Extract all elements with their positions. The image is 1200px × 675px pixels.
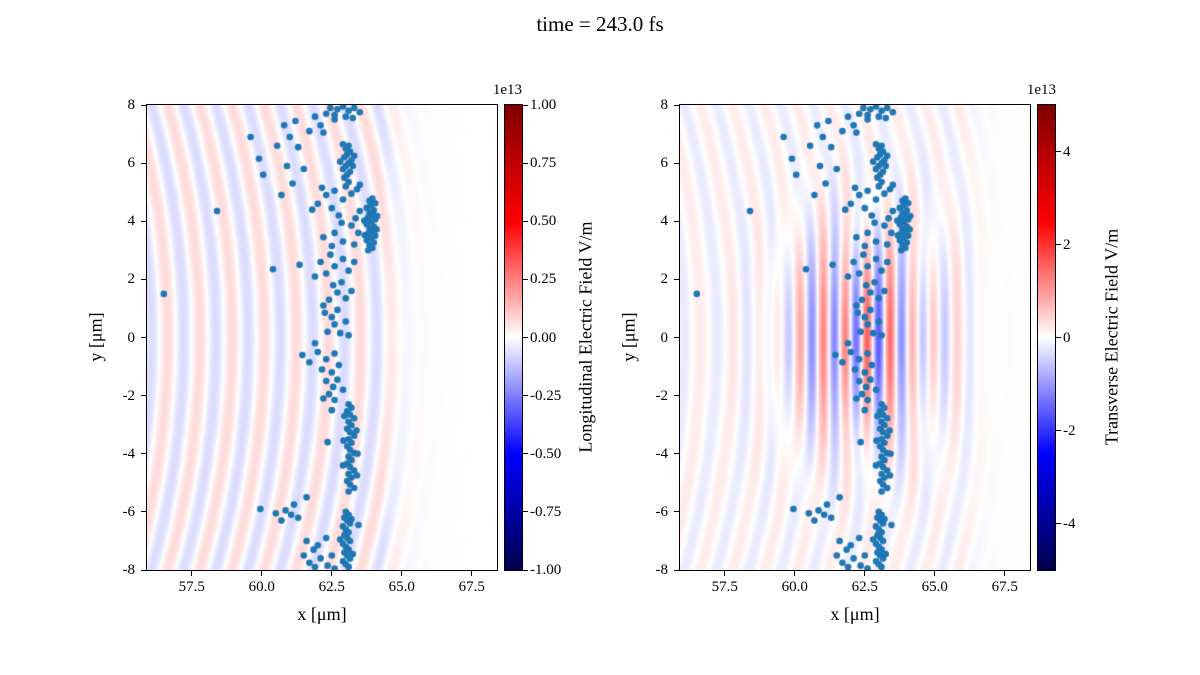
x-tick-label: 60.0 [248, 579, 275, 595]
axes-longitudinal [146, 104, 498, 571]
y-tick-mark [141, 337, 146, 338]
y-tick-label: -6 [655, 503, 669, 520]
longitudinal-heatmap-canvas [147, 105, 497, 570]
x-tick-mark [191, 571, 193, 576]
colorbar-tick-mark [1056, 430, 1061, 431]
colorbar-tick-mark [523, 511, 528, 513]
y-tick-mark [674, 511, 679, 513]
x-tick-mark [794, 571, 796, 576]
y-tick-label: 0 [127, 329, 136, 346]
x-tick-mark [261, 571, 263, 576]
y-tick-label: -6 [122, 503, 136, 520]
colorbar-tick-label: 4 [1063, 143, 1071, 160]
colorbar-longitudinal [504, 104, 523, 571]
x-tick-mark [401, 571, 403, 576]
y-tick-label: -8 [655, 562, 669, 578]
y-tick-mark [674, 569, 679, 571]
y-tick-label: 0 [660, 329, 669, 346]
x-tick-mark [724, 571, 726, 576]
y-tick-label: -8 [122, 562, 136, 578]
y-tick-label: 4 [660, 213, 669, 230]
y-tick-mark [141, 162, 146, 164]
x-tick-mark [1004, 571, 1006, 576]
y-tick-label: -4 [655, 445, 669, 462]
colorbar-tick-mark [523, 395, 528, 397]
colorbar-tick-mark [1056, 151, 1061, 152]
x-tick-label: 65.0 [388, 579, 415, 595]
x-tick-mark [331, 571, 333, 576]
colorbar-tick-label: -0.25 [530, 387, 562, 404]
colorbar-tick-label: 0.25 [530, 271, 557, 288]
y-tick-label: 2 [127, 271, 136, 288]
colorbar-tick-label: -2 [1063, 422, 1076, 439]
colorbar-tick-mark [523, 453, 528, 455]
y-tick-mark [674, 162, 679, 164]
y-tick-label: 4 [127, 213, 136, 230]
colorbar-tick-label: -0.75 [530, 503, 562, 520]
x-axis-label-left: x [μm] [297, 604, 347, 624]
colorbar-tick-mark [523, 104, 528, 106]
y-tick-mark [674, 278, 679, 280]
y-tick-mark [141, 104, 146, 106]
colorbar-tick-mark [523, 337, 528, 338]
colorbar-tick-mark [523, 220, 528, 222]
y-tick-mark [141, 395, 146, 397]
y-tick-mark [674, 220, 679, 222]
y-tick-label: -2 [122, 387, 136, 404]
y-tick-mark [141, 511, 146, 513]
colorbar-offset-left: 1e13 [492, 82, 522, 98]
colorbar-tick-label: -0.50 [530, 445, 562, 462]
x-axis-label-right: x [μm] [830, 604, 880, 624]
colorbar-tick-mark [1056, 337, 1061, 338]
colorbar-tick-label: 0.50 [530, 213, 557, 230]
y-tick-mark [674, 104, 679, 106]
colorbar-gradient [505, 105, 522, 570]
colorbar-tick-label: 2 [1063, 236, 1071, 253]
y-tick-mark [141, 453, 146, 455]
y-tick-label: -4 [122, 445, 136, 462]
colorbar-tick-mark [523, 162, 528, 164]
y-tick-label: 8 [127, 97, 136, 113]
x-tick-label: 65.0 [921, 579, 948, 595]
x-tick-label: 62.5 [851, 579, 878, 595]
colorbar-tick-label: -1.00 [530, 562, 562, 578]
x-tick-label: 57.5 [178, 579, 205, 595]
transverse-heatmap-canvas [680, 105, 1030, 570]
x-tick-label: 67.5 [458, 579, 485, 595]
y-tick-label: 6 [660, 155, 669, 172]
colorbar-tick-mark [523, 569, 528, 571]
x-tick-label: 60.0 [781, 579, 808, 595]
axes-transverse [679, 104, 1031, 571]
y-tick-label: 2 [660, 271, 669, 288]
colorbar-tick-mark [1056, 244, 1061, 245]
colorbar-tick-mark [523, 278, 528, 280]
x-tick-mark [934, 571, 936, 576]
y-tick-mark [674, 395, 679, 397]
x-tick-label: 57.5 [711, 579, 738, 595]
colorbar-tick-label: 1.00 [530, 97, 557, 113]
x-tick-mark [864, 571, 866, 576]
y-tick-mark [141, 569, 146, 571]
colorbar-tick-label: -4 [1063, 515, 1076, 532]
colorbar-tick-label: 0.75 [530, 155, 557, 172]
y-tick-mark [141, 278, 146, 280]
colorbar-gradient [1038, 105, 1055, 570]
colorbar-tick-label: 0 [1063, 329, 1071, 346]
figure-title: time = 243.0 fs [536, 12, 664, 36]
y-tick-mark [674, 453, 679, 455]
x-tick-label: 67.5 [991, 579, 1018, 595]
y-tick-label: 6 [127, 155, 136, 172]
y-tick-label: 8 [660, 97, 669, 113]
y-tick-label: -2 [655, 387, 669, 404]
colorbar-transverse [1037, 104, 1056, 571]
colorbar-tick-label: 0.00 [530, 329, 557, 346]
colorbar-tick-mark [1056, 523, 1061, 524]
colorbar-offset-right: 1e13 [1026, 82, 1056, 98]
y-tick-mark [141, 220, 146, 222]
x-tick-label: 62.5 [318, 579, 345, 595]
y-tick-mark [674, 337, 679, 338]
x-tick-mark [471, 571, 473, 576]
